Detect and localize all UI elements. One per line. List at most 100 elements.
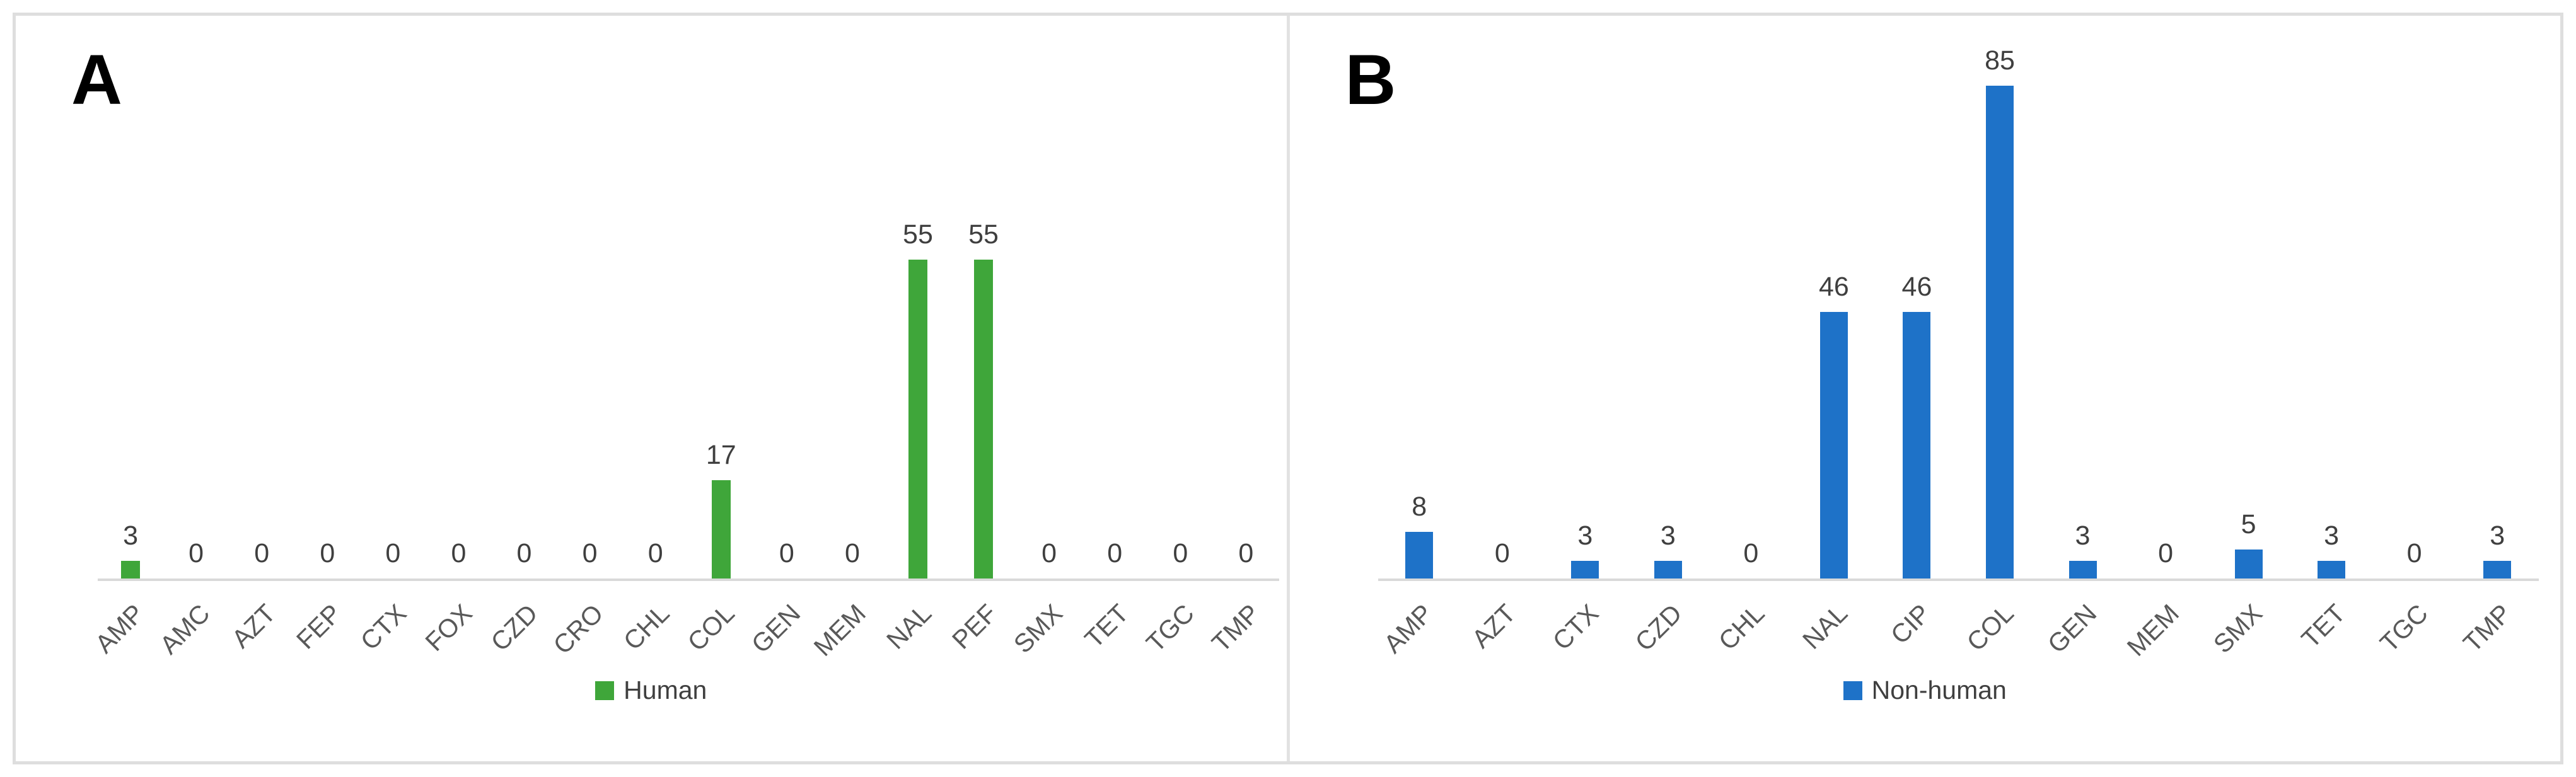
panel-b: B 8 0 3 3 0 46 46 85 3 0 5 3 0 3 AMP AZT CTX CZD CHL NAL CI… bbox=[1289, 16, 2560, 761]
bars-row: 8 0 3 3 0 46 46 85 3 0 5 3 0 3 bbox=[1378, 24, 2539, 581]
x-tick-label: AMC bbox=[154, 598, 216, 660]
x-tick-cell: AMP bbox=[90, 581, 163, 761]
bar bbox=[2068, 561, 2097, 578]
value-label: 8 bbox=[1412, 492, 1427, 522]
bar-column: 0 bbox=[1213, 24, 1279, 578]
legend-human: Human bbox=[16, 677, 1287, 703]
bar-column: 0 bbox=[623, 24, 688, 578]
x-tick-cell: FEP bbox=[290, 581, 360, 761]
value-label: 46 bbox=[1901, 272, 1932, 302]
x-tick-label: CHL bbox=[1713, 598, 1770, 656]
legend-label: Human bbox=[624, 676, 707, 705]
x-tick-label: CTX bbox=[1547, 598, 1604, 656]
x-tick-cell: PEF bbox=[947, 581, 1016, 761]
x-tick-label: SMX bbox=[1008, 598, 1069, 659]
value-label: 0 bbox=[844, 538, 860, 568]
bar-column: 8 bbox=[1378, 24, 1461, 578]
x-tick-cell: FOX bbox=[420, 581, 491, 761]
bar bbox=[121, 561, 141, 578]
bar-column: 0 bbox=[1461, 24, 1544, 578]
x-tick-cell: CIP bbox=[1876, 581, 1959, 761]
bar-column: 85 bbox=[1958, 24, 2041, 578]
x-tick-cell: CRO bbox=[548, 581, 623, 761]
bar-column: 0 bbox=[491, 24, 557, 578]
bar-column: 0 bbox=[820, 24, 885, 578]
x-tick-label: SMX bbox=[2207, 598, 2268, 659]
value-label: 0 bbox=[516, 538, 532, 568]
x-tick-cell: COL bbox=[682, 581, 754, 761]
bar bbox=[1405, 532, 1434, 578]
value-label: 5 bbox=[2241, 509, 2256, 539]
x-tick-cell: GEN bbox=[746, 581, 820, 761]
bar-column: 0 bbox=[294, 24, 360, 578]
bar-column: 3 bbox=[2456, 24, 2539, 578]
x-tick-label: NAL bbox=[1797, 598, 1854, 655]
x-tick-cell: TGC bbox=[2373, 581, 2456, 761]
value-label: 0 bbox=[779, 538, 794, 568]
x-tick-label: AMP bbox=[1378, 598, 1439, 659]
x-tick-cell: CTX bbox=[1544, 581, 1627, 761]
x-tick-label: COL bbox=[1961, 598, 2019, 657]
value-label: 0 bbox=[1041, 538, 1057, 568]
value-label: 0 bbox=[1107, 538, 1123, 568]
x-tick-cell: GEN bbox=[2041, 581, 2125, 761]
bars-row: 3 0 0 0 0 0 0 0 0 17 0 0 55 55 0 0 0 0 bbox=[98, 24, 1279, 581]
x-tick-label: FEP bbox=[290, 598, 347, 655]
value-label: 0 bbox=[1173, 538, 1188, 568]
x-tick-label: TGC bbox=[2374, 598, 2434, 658]
x-tick-cell: AMP bbox=[1378, 581, 1461, 761]
x-tick-label: TET bbox=[1079, 598, 1134, 654]
bar-column: 46 bbox=[1876, 24, 1959, 578]
value-label: 0 bbox=[1743, 538, 1759, 568]
value-label: 0 bbox=[451, 538, 467, 568]
value-label: 0 bbox=[189, 538, 204, 568]
bar bbox=[1985, 86, 2014, 578]
x-tick-label: COL bbox=[682, 598, 741, 657]
x-tick-cell: CHL bbox=[1710, 581, 1793, 761]
bar bbox=[1571, 561, 1599, 578]
x-tick-cell: CHL bbox=[618, 581, 688, 761]
x-tick-cell: TET bbox=[1079, 581, 1147, 761]
x-tick-label: CHL bbox=[617, 598, 675, 656]
panel-a-letter: A bbox=[71, 40, 122, 119]
value-label: 0 bbox=[647, 538, 663, 568]
x-tick-label: AMP bbox=[90, 598, 150, 659]
bar-column: 55 bbox=[885, 24, 951, 578]
x-tick-label: NAL bbox=[881, 598, 937, 655]
x-tick-cell: CZD bbox=[485, 581, 557, 761]
value-label: 0 bbox=[254, 538, 270, 568]
value-label: 0 bbox=[320, 538, 335, 568]
x-tick-label: CIP bbox=[1884, 598, 1936, 650]
value-label: 3 bbox=[2324, 521, 2340, 551]
x-tick-cell: MEM bbox=[808, 581, 885, 761]
x-tick-cell: AZT bbox=[226, 581, 294, 761]
value-label: 0 bbox=[1238, 538, 1254, 568]
bar-column: 3 bbox=[98, 24, 163, 578]
x-tick-cell: CTX bbox=[355, 581, 426, 761]
bar-column: 0 bbox=[426, 24, 491, 578]
bar-column: 46 bbox=[1792, 24, 1876, 578]
x-tick-label: TMP bbox=[1206, 598, 1265, 658]
value-label: 3 bbox=[123, 521, 138, 551]
xlabels-row: AMP AZT CTX CZD CHL NAL CIP COL GEN MEM SMX TET TGC T… bbox=[1378, 581, 2539, 761]
x-tick-cell: AZT bbox=[1461, 581, 1544, 761]
bar bbox=[1654, 561, 1682, 578]
bar-column: 0 bbox=[1016, 24, 1082, 578]
bar bbox=[1903, 312, 1931, 578]
x-tick-cell: NAL bbox=[881, 581, 951, 761]
x-tick-label: GEN bbox=[2041, 598, 2102, 659]
value-label: 3 bbox=[1577, 521, 1593, 551]
value-label: 0 bbox=[2406, 538, 2422, 568]
bar-column: 0 bbox=[2124, 24, 2207, 578]
x-tick-label: CTX bbox=[355, 598, 412, 656]
bar bbox=[711, 480, 731, 578]
x-tick-label: AZT bbox=[226, 598, 281, 654]
x-tick-label: GEN bbox=[745, 598, 806, 659]
value-label: 85 bbox=[1985, 45, 2015, 76]
x-tick-cell: TMP bbox=[1206, 581, 1279, 761]
x-tick-cell: TET bbox=[2290, 581, 2373, 761]
bar-column: 17 bbox=[688, 24, 754, 578]
x-tick-label: TMP bbox=[2457, 598, 2517, 658]
x-tick-cell: AMC bbox=[154, 581, 229, 761]
